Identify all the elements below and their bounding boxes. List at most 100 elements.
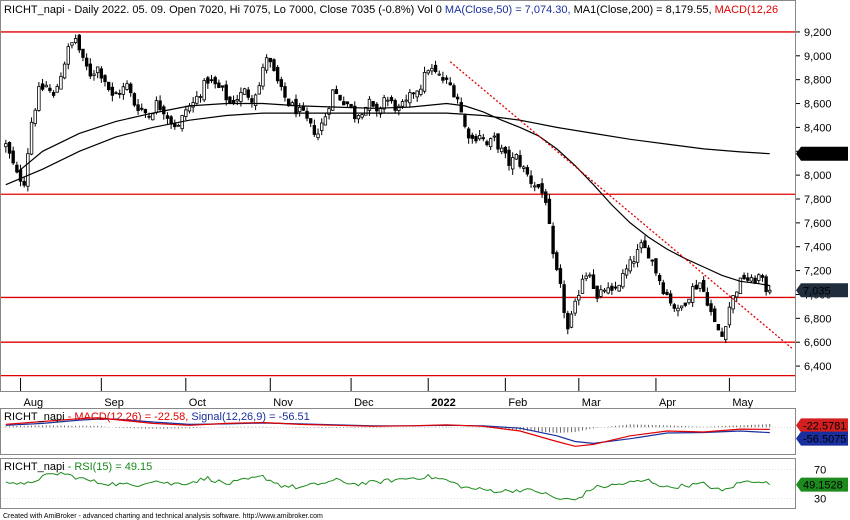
candle-body: [15, 164, 19, 173]
candle-body: [312, 125, 317, 135]
candle-body: [705, 292, 710, 306]
candle-body: [48, 87, 52, 92]
candle-body: [507, 149, 511, 166]
candle-body: [496, 133, 500, 150]
x-tick-label: Apr: [659, 397, 676, 409]
candle-body: [279, 79, 283, 87]
signal-value-label: -56.5075: [796, 431, 848, 446]
price-labels: 8,179.55 7,035: [796, 146, 848, 298]
candle-body: [558, 268, 563, 284]
candle-body: [121, 86, 126, 95]
candle-body: [624, 268, 629, 276]
candle-body: [320, 122, 324, 131]
candle-body: [81, 48, 85, 58]
y-tick-label: 7,800: [804, 194, 832, 206]
candle-body: [668, 293, 673, 304]
candle-body: [316, 133, 320, 139]
candle-body: [474, 136, 478, 142]
candle-body: [481, 137, 485, 140]
candle-body: [749, 277, 754, 282]
candle-body: [716, 323, 721, 331]
candle-body: [301, 105, 306, 111]
candle-body: [665, 291, 669, 295]
x-tick-label: Nov: [273, 397, 293, 409]
candle-body: [415, 90, 419, 98]
candle-body: [228, 96, 232, 104]
candle-body: [95, 66, 100, 74]
candle-body: [657, 275, 662, 282]
candle-body: [33, 109, 37, 125]
candle-body: [650, 259, 654, 262]
candle-body: [195, 95, 199, 104]
candle-body: [264, 57, 269, 71]
candle-body: [477, 135, 482, 140]
candle-body: [154, 100, 159, 113]
candle-body: [654, 258, 658, 274]
candle-body: [206, 77, 210, 84]
candle-body: [529, 175, 533, 184]
x-tick-label: May: [732, 397, 753, 409]
candle-body: [555, 252, 559, 270]
candle-body: [610, 285, 614, 291]
candle-body: [62, 63, 67, 79]
last-close-label: 7,035: [796, 283, 848, 298]
ma50-header: MA(Close,50) = 7,074.30,: [445, 4, 571, 16]
candle-body: [430, 67, 434, 72]
candle-body: [51, 92, 56, 96]
candle-body: [463, 115, 467, 127]
candle-body: [106, 81, 111, 90]
rsi-line: [5, 471, 771, 501]
candle-body: [503, 146, 508, 154]
candle-body: [676, 307, 680, 312]
candle-body: [599, 289, 603, 297]
candle-body: [283, 86, 287, 98]
candle-body: [433, 64, 438, 72]
candle-body: [132, 93, 137, 106]
candle-body: [4, 143, 8, 148]
candle-body: [213, 77, 217, 85]
candle-body: [323, 116, 328, 126]
candle-body: [621, 273, 625, 288]
candle-body: [140, 107, 144, 110]
candle-body: [59, 75, 63, 90]
rsi-value-label-bg: [796, 477, 848, 492]
rsi-header: RICHT_napi - RSI(15) = 49.15: [4, 461, 152, 473]
candle-body: [646, 247, 651, 259]
x-tick-label: 2022: [431, 397, 455, 409]
candle-body: [499, 147, 504, 153]
candle-body: [760, 275, 765, 278]
ma50-line: [16, 102, 770, 287]
price-pane-frame: [0, 0, 796, 392]
candle-body: [253, 94, 258, 106]
candle-body: [687, 298, 691, 304]
candle-body: [40, 83, 45, 90]
candle-body: [613, 286, 618, 289]
x-tick-label: Feb: [508, 397, 527, 409]
candle-body: [533, 185, 537, 188]
price-y-ticks: 6,4006,6006,8007,0007,2007,4007,6007,800…: [796, 27, 832, 373]
candle-body: [724, 326, 728, 341]
candle-body: [426, 70, 430, 74]
candle-body: [411, 92, 416, 95]
macd-value-label-text: -22.5781: [803, 420, 846, 432]
candle-body: [768, 289, 772, 293]
ma200-value-label-text: 8,179.55: [803, 149, 846, 161]
candle-body: [29, 121, 34, 155]
candle-body: [169, 116, 173, 125]
candle-body: [617, 284, 621, 292]
candle-body: [143, 109, 148, 114]
candle-body: [191, 102, 195, 108]
candle-body: [448, 82, 452, 86]
ma200-value-label: 8,179.55: [796, 146, 848, 161]
y-tick-label: 7,200: [804, 266, 832, 278]
y-tick-label: 8,800: [804, 75, 832, 87]
candle-body: [224, 84, 228, 101]
candle-body: [727, 306, 732, 326]
candle-body: [84, 57, 89, 67]
macd-pane: -22.5781 -56.5075: [1, 417, 848, 447]
candle-body: [466, 128, 471, 139]
candle-body: [635, 249, 640, 263]
candle-body: [602, 289, 607, 292]
candle-body: [294, 98, 298, 115]
candle-body: [437, 73, 441, 76]
